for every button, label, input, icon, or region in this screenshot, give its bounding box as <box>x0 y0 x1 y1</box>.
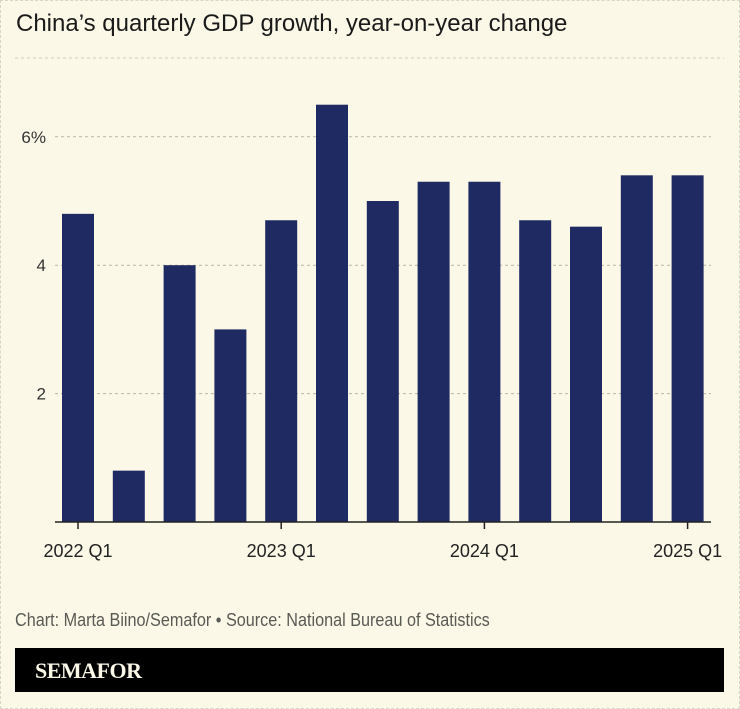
y-tick-label: 2 <box>37 385 46 404</box>
chart-title: China’s quarterly GDP growth, year-on-ye… <box>16 10 568 37</box>
bar-2024-q3 <box>570 226 602 522</box>
bar-2023-q2 <box>316 104 348 522</box>
x-tick-label: 2024 Q1 <box>450 541 519 561</box>
x-tick-label: 2025 Q1 <box>653 541 722 561</box>
bar-2022-q2 <box>112 470 145 522</box>
chart-credit: Chart: Marta Biino/Semafor • Source: Nat… <box>15 610 490 630</box>
bar-2024-q4 <box>620 175 653 522</box>
x-tick-label: 2022 Q1 <box>43 541 112 561</box>
brand-bar: SEMAFOR <box>15 648 724 692</box>
bar-2025-q1 <box>671 175 704 522</box>
bar-2022-q1 <box>62 213 94 522</box>
x-tick-label: 2023 Q1 <box>247 541 316 561</box>
y-tick-label: 4 <box>37 256 46 275</box>
bar-2023-q4 <box>417 181 450 523</box>
bar-chart: 2 4 6% 2022 Q1 2023 Q1 2024 Q1 2025 Q1 <box>15 57 724 561</box>
semafor-logo: SEMAFOR <box>35 658 142 683</box>
bar-2023-q3 <box>366 201 399 522</box>
bar-2023-q1 <box>265 220 298 522</box>
y-tick-label: 6% <box>21 128 46 147</box>
bar-2024-q2 <box>519 220 552 522</box>
bar-2022-q3 <box>163 265 196 522</box>
bar-2024-q1 <box>468 181 501 523</box>
bar-2022-q4 <box>214 329 247 522</box>
